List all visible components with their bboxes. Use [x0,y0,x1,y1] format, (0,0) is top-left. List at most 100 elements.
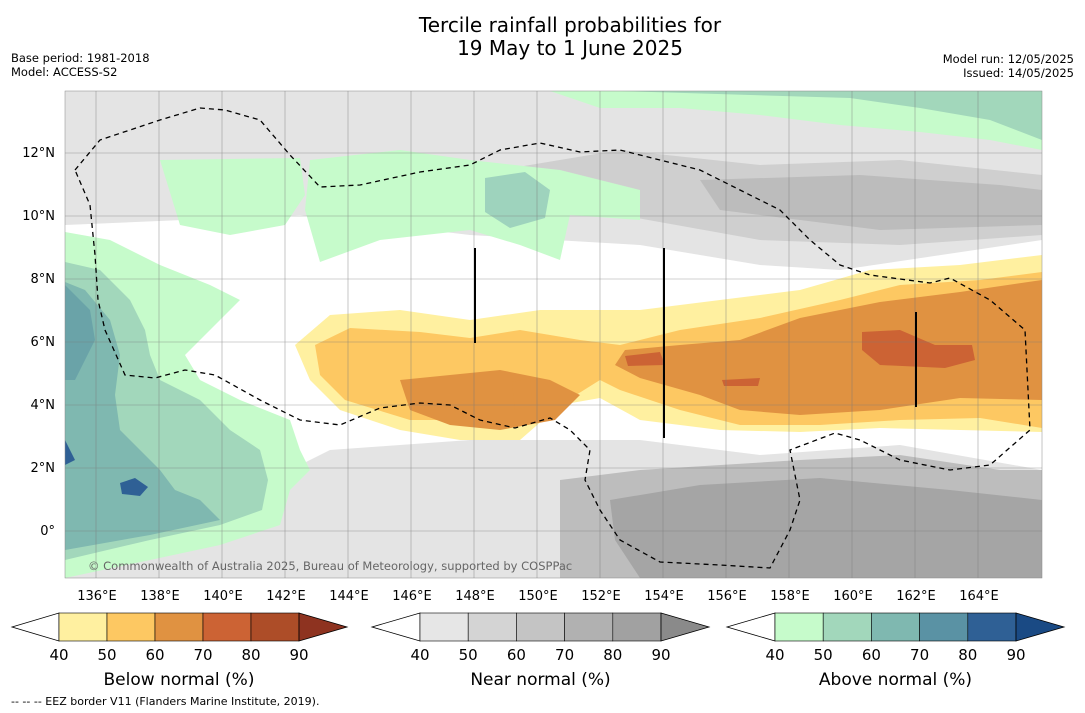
island-marks [474,248,917,438]
colorbar-block [967,612,1017,642]
eez-note: -- -- -- EEZ border V11 (Flanders Marine… [11,695,320,708]
colorbar-title: Below normal (%) [104,670,255,690]
lon-label: 154°E [644,589,684,604]
lat-label: 10°N [22,209,55,224]
lon-label: 152°E [581,589,621,604]
lon-label: 146°E [392,589,432,604]
lon-label: 156°E [707,589,747,604]
colorbar-block [564,612,614,642]
colorbar-title: Above normal (%) [819,670,972,690]
below-normal-60-spot [512,378,532,410]
colorbar-tick-label: 90 [651,646,670,664]
lon-label: 136°E [77,589,117,604]
map-panel [65,91,1042,578]
colorbar-tick-label: 80 [603,646,622,664]
colorbar-block [154,612,204,642]
colorbar-block [106,612,156,642]
map-title: Tercile rainfall probabilities for 19 Ma… [0,14,1085,60]
colorbar-above-normal: 40 50 60 70 80 90 Above normal (%) [725,612,1066,690]
colorbar-tick-label: 90 [1006,646,1025,664]
colorbar-block [202,612,252,642]
colorbar-over-arrow [1015,612,1066,642]
above-normal-50-north [620,91,1042,140]
colorbar-tick-label: 80 [241,646,260,664]
colorbar-under-arrow [10,612,60,642]
meta-right: Model run: 12/05/2025 Issued: 14/05/2025 [943,52,1074,80]
colorbar-block [822,612,872,642]
lon-label: 142°E [266,589,306,604]
colorbar-block [250,612,300,642]
below-normal-60-center [400,370,580,430]
colorbar-tick-label: 70 [555,646,574,664]
colorbar-block [774,612,824,642]
colorbar-tick-label: 90 [289,646,308,664]
colorbar-under-arrow [370,612,421,642]
colorbar-over-arrow [298,612,349,642]
lat-label: 0° [40,524,55,539]
colorbar-block [58,612,108,642]
above-normal-50-central [485,172,550,228]
colorbar-tick-label: 50 [814,646,833,664]
colorbar-over-arrow [660,612,711,642]
lat-label: 6°N [31,335,56,350]
lat-label: 12°N [22,146,55,161]
colorbar-title: Near normal (%) [470,670,610,690]
colorbar-block [612,612,662,642]
colorbar-near-normal: 40 50 60 70 80 90 Near normal (%) [370,612,711,690]
colorbar-tick-label: 60 [862,646,881,664]
colorbar-tick-label: 60 [507,646,526,664]
lat-label: 4°N [31,398,56,413]
copyright-text: © Commonwealth of Australia 2025, Bureau… [88,559,572,573]
colorbar-block [919,612,969,642]
colorbar-block [419,612,469,642]
near-normal-70-south [610,478,1042,578]
longitude-labels: 136°E 138°E 140°E 142°E 144°E 146°E 148°… [77,589,999,604]
lon-label: 162°E [896,589,936,604]
lat-label: 8°N [31,272,56,287]
issued-text: Issued: 14/05/2025 [963,66,1074,80]
colorbar-tick-label: 80 [958,646,977,664]
colorbar-under-arrow [725,612,776,642]
above-normal-80-west [65,440,75,465]
colorbar-tick-label: 70 [910,646,929,664]
colorbar-below-normal: 40 50 60 70 80 90 Below normal (%) [10,612,349,690]
colorbar-tick-label: 70 [193,646,212,664]
lon-label: 158°E [770,589,810,604]
above-normal-80-west-2 [120,478,148,496]
lon-label: 160°E [833,589,873,604]
base-period-text: Base period: 1981-2018 [11,51,150,65]
title-line-1: Tercile rainfall probabilities for [418,13,722,37]
below-normal-70-east [862,330,975,368]
lon-label: 148°E [455,589,495,604]
colorbar-tick-label: 40 [765,646,784,664]
colorbar-tick-label: 40 [49,646,68,664]
meta-left: Base period: 1981-2018 Model: ACCESS-S2 [11,51,150,79]
model-text: Model: ACCESS-S2 [11,65,118,79]
below-normal-60-east [615,280,1042,415]
title-line-2: 19 May to 1 June 2025 [457,36,683,60]
above-normal-40-central [305,150,640,262]
colorbar-block [467,612,517,642]
colorbar-block [871,612,920,642]
graticule [65,91,1042,578]
lon-label: 150°E [518,589,558,604]
latitude-labels: 12°N 10°N 8°N 6°N 4°N 2°N 0° [22,146,55,539]
lon-label: 138°E [140,589,180,604]
model-run-text: Model run: 12/05/2025 [942,52,1074,66]
colorbar-tick-label: 50 [459,646,478,664]
above-normal-65-west [65,285,95,380]
above-normal-40-west-north [160,158,305,235]
eez-border [74,107,1031,569]
below-normal-70-small [722,378,760,386]
lon-label: 144°E [329,589,369,604]
lon-label: 164°E [959,589,999,604]
colorbar-block [516,612,565,642]
colorbar-tick-label: 50 [97,646,116,664]
colorbar-tick-label: 40 [410,646,429,664]
lon-label: 140°E [203,589,243,604]
map-frame [64,90,1043,579]
colorbar-tick-label: 60 [145,646,164,664]
above-normal-60-west [65,282,220,550]
below-normal-70-mid [625,352,665,366]
